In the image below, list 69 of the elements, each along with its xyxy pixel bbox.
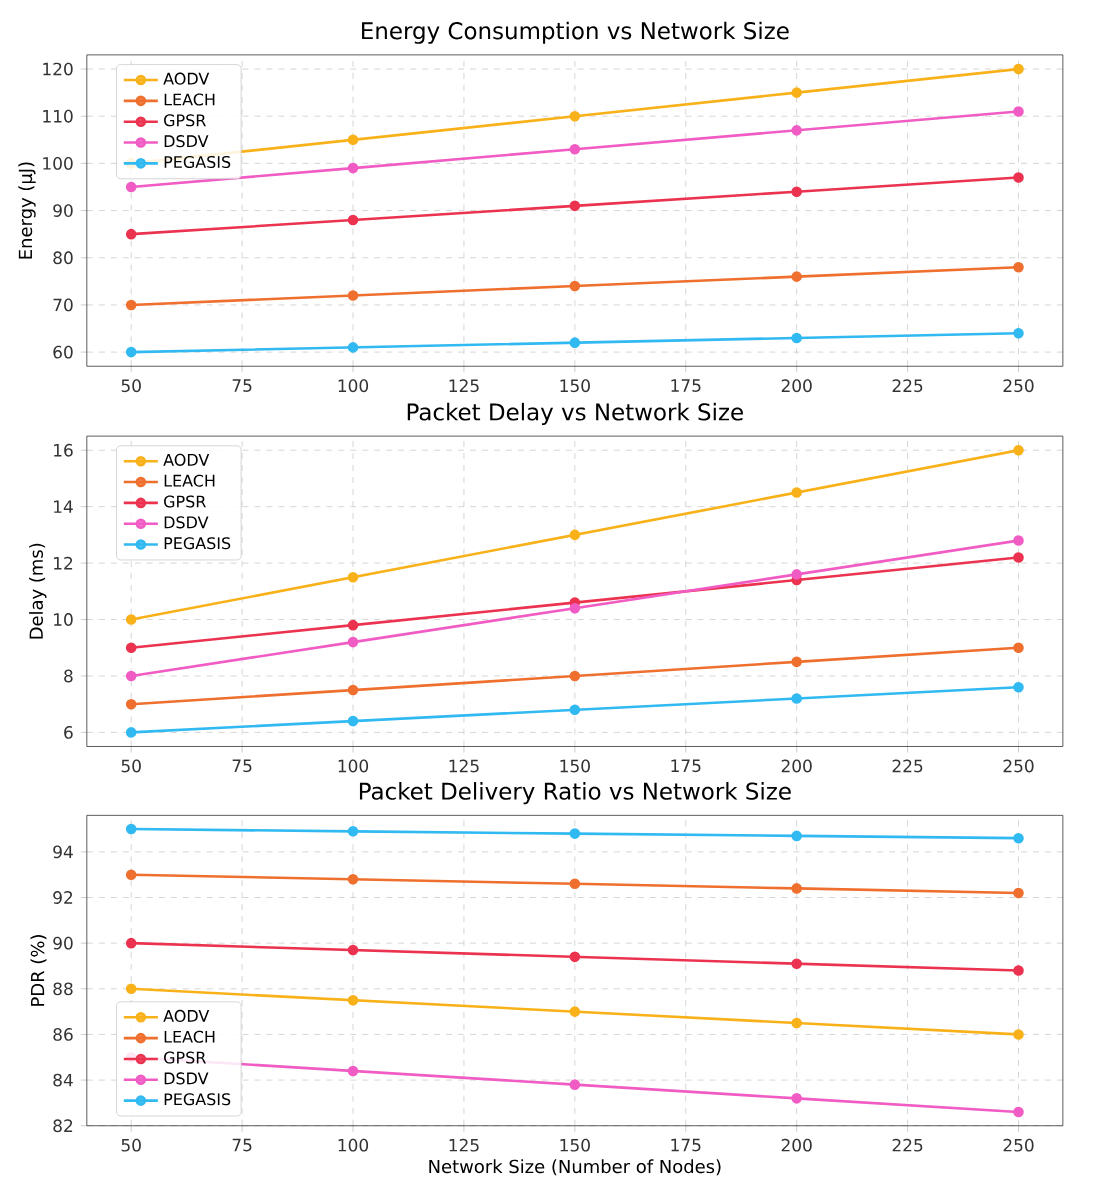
legend-label: GPSR [164,495,207,508]
y-tick-label: 88 [53,982,73,996]
legend-label: PEGASIS [164,155,231,169]
x-tick-label: 200 [781,379,812,393]
y-tick-label: 80 [53,251,73,265]
legend-label: LEACH [164,474,215,487]
x-tick-label: 175 [671,759,701,773]
y-axis-title: Delay (ms) [29,543,47,639]
legend-label: DSDV [164,135,209,148]
y-tick-label: 8 [64,669,73,683]
y-tick-label: 82 [53,1119,73,1133]
y-tick-label: 90 [53,204,73,217]
legend-label: DSDV [164,516,209,529]
y-tick-label: 86 [53,1028,73,1041]
x-tick-label: 150 [560,1138,590,1152]
y-tick-label: 94 [53,845,73,859]
x-tick-label: 125 [449,759,479,773]
y-tick-label: 12 [54,556,73,570]
chart-title: Packet Delay vs Network Size [407,402,744,426]
x-tick-label: 250 [1003,1138,1034,1152]
y-tick-label: 16 [54,443,73,457]
x-tick-label: 100 [338,379,369,393]
x-tick-label: 150 [560,759,590,773]
x-tick-label: 125 [449,1138,479,1152]
y-tick-label: 110 [43,109,73,123]
legend-label: GPSR [164,1051,207,1064]
y-tick-label: 100 [43,156,73,170]
y-axis-title: PDR (%) [30,935,47,1006]
x-tick-label: 175 [671,379,701,392]
x-tick-label: 75 [232,759,252,773]
x-tick-label: 50 [121,1138,141,1152]
legend-label: AODV [163,453,210,466]
chart-title: Packet Delivery Ratio vs Network Size [360,782,791,805]
legend-label: PEGASIS [164,537,231,550]
y-tick-label: 6 [64,725,73,739]
x-tick-label: 50 [121,759,141,773]
x-tick-label: 225 [892,1138,923,1152]
legend-label: AODV [163,72,210,85]
x-tick-label: 250 [1003,759,1034,773]
legend-label: DSDV [164,1072,209,1085]
y-tick-label: 60 [53,345,73,359]
x-tick-label: 150 [560,379,590,393]
y-tick-label: 90 [53,936,73,950]
legend-label: LEACH [164,1030,215,1043]
x-tick-label: 200 [781,759,812,773]
legend-label: PEGASIS [164,1093,231,1106]
x-tick-label: 225 [892,759,923,773]
x-tick-label: 125 [449,379,479,393]
y-tick-label: 10 [54,613,73,626]
x-tick-label: 200 [781,1138,812,1152]
y-tick-label: 14 [54,500,73,513]
legend-label: AODV [163,1009,210,1022]
x-tick-label: 250 [1003,379,1034,393]
y-tick-label: 92 [53,891,73,904]
y-tick-label: 84 [53,1073,73,1087]
x-tick-label: 225 [892,379,923,393]
x-tick-label: 100 [338,759,369,773]
y-axis-title: Energy (μJ) [18,162,36,259]
x-tick-label: 175 [671,1138,701,1152]
y-tick-label: 70 [53,298,73,312]
x-tick-label: 50 [121,379,141,393]
x-tick-label: 100 [338,1138,369,1152]
legend-label: GPSR [164,114,207,127]
legend-label: LEACH [164,93,215,106]
x-axis-title: Network Size (Number of Nodes) [429,1159,721,1176]
chart-title: Energy Consumption vs Network Size [362,21,789,44]
y-tick-label: 120 [43,62,73,76]
x-tick-label: 75 [232,1138,252,1152]
x-tick-label: 75 [232,379,252,392]
